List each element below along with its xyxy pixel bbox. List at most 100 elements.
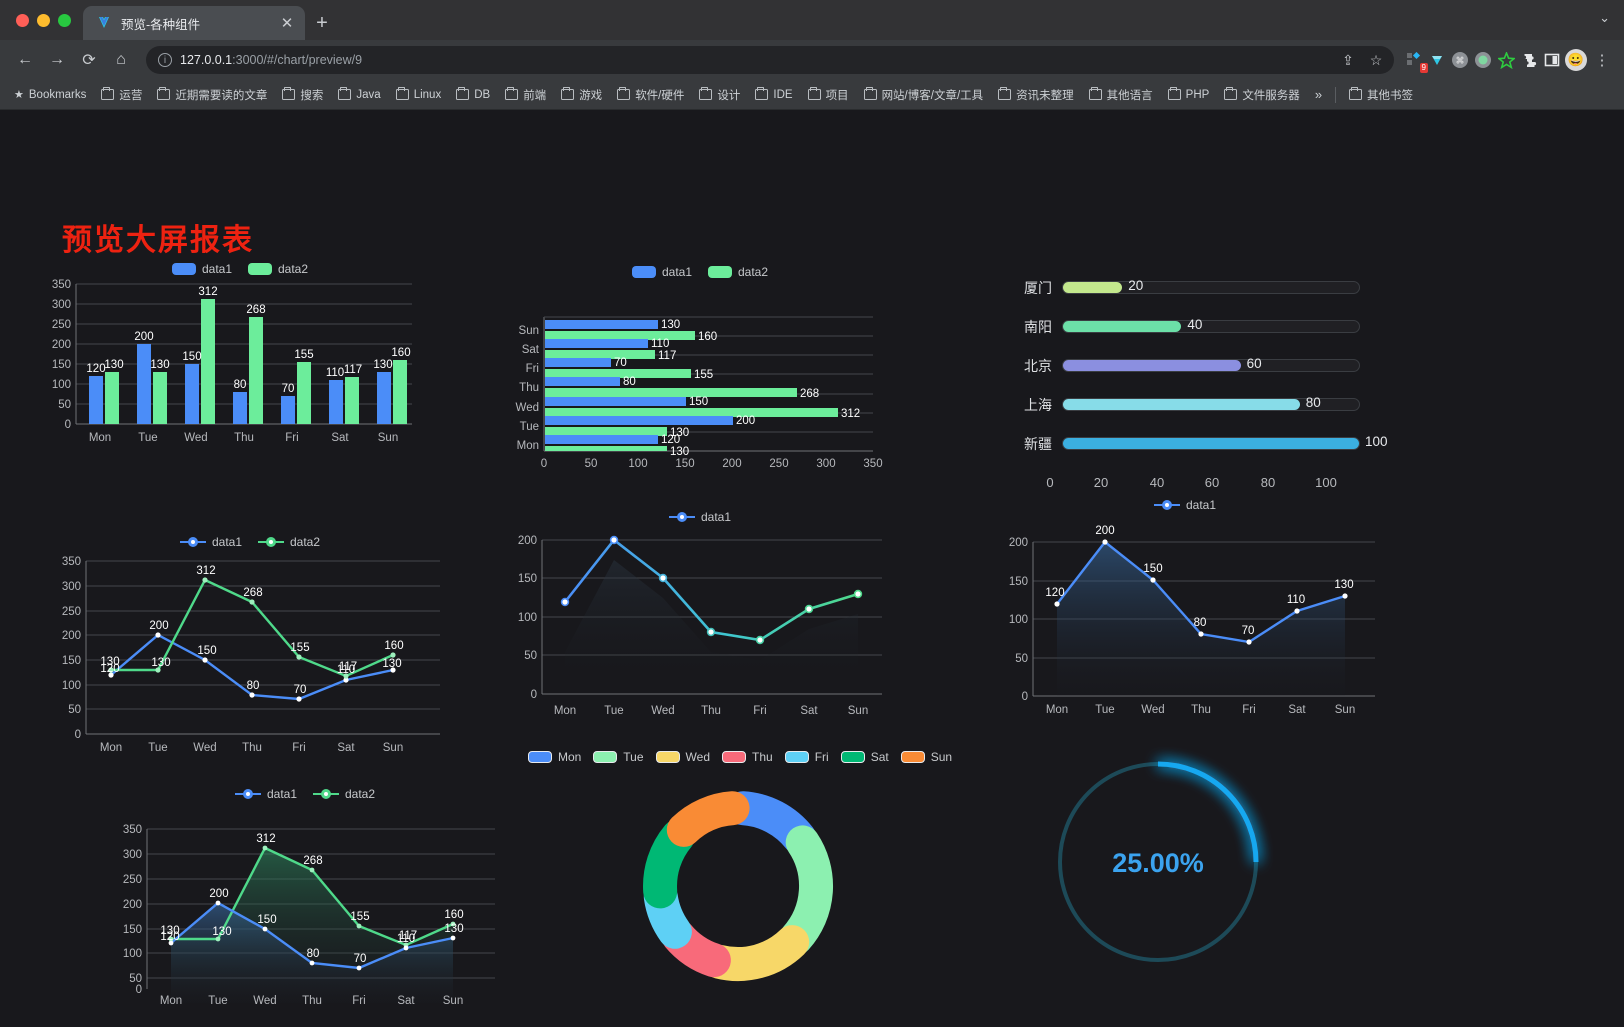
maximize-window-button[interactable] <box>58 13 71 27</box>
legend-item[interactable]: data2 <box>313 787 375 801</box>
data-point[interactable] <box>1198 631 1204 637</box>
data-point[interactable] <box>1054 601 1060 607</box>
legend-item[interactable]: data1 <box>631 265 692 279</box>
bar-data2[interactable] <box>297 362 311 424</box>
data-point[interactable] <box>1150 577 1156 583</box>
puzzle-grid-icon[interactable]: 9 <box>1404 50 1428 73</box>
bookmark-folder[interactable]: IDE <box>749 86 798 104</box>
progress-track[interactable]: 20 <box>1062 278 1360 294</box>
home-button[interactable]: ⌂ <box>116 51 126 68</box>
bar-data2[interactable] <box>545 388 797 397</box>
bar-data2[interactable] <box>545 427 667 436</box>
bookmark-star-icon[interactable]: ☆ <box>1369 51 1383 68</box>
bookmark-folder[interactable]: 其他语言 <box>1083 84 1159 106</box>
legend-item[interactable]: data2 <box>258 535 320 549</box>
data-point[interactable] <box>296 654 302 660</box>
donut-slice-sun[interactable] <box>666 791 750 847</box>
legend-item[interactable]: Tue <box>593 750 644 764</box>
bar-data2[interactable] <box>545 408 838 417</box>
data-point[interactable] <box>390 667 396 673</box>
data-point[interactable] <box>755 635 765 645</box>
bar-data1[interactable] <box>545 377 620 386</box>
share-icon[interactable]: ⇪ <box>1342 51 1354 68</box>
minimize-window-button[interactable] <box>37 13 50 27</box>
legend-item[interactable]: data2 <box>248 262 308 276</box>
data-point[interactable] <box>356 923 362 929</box>
puzzle-piece-icon[interactable] <box>1519 50 1539 70</box>
green-circle-icon[interactable] <box>1473 50 1493 70</box>
data-point[interactable] <box>262 926 268 932</box>
back-button[interactable]: ← <box>17 51 33 68</box>
data-point[interactable] <box>450 935 456 941</box>
bar-data1[interactable] <box>185 364 199 424</box>
close-window-button[interactable] <box>16 13 29 27</box>
bar-data1[interactable] <box>545 358 611 367</box>
data-point[interactable] <box>658 573 668 583</box>
bookmark-folder[interactable]: 设计 <box>693 84 746 106</box>
progress-track[interactable]: 100 <box>1062 434 1388 450</box>
bar-data1[interactable] <box>545 339 648 348</box>
data-point[interactable] <box>560 597 570 607</box>
data-point[interactable] <box>309 960 315 966</box>
data-point[interactable] <box>390 652 396 658</box>
bar-data2[interactable] <box>249 317 263 424</box>
bookmark-folder[interactable]: Java <box>332 86 386 104</box>
data-point[interactable] <box>262 845 268 851</box>
bookmark-folder[interactable]: 文件服务器 <box>1218 84 1306 106</box>
bar-data2[interactable] <box>345 377 359 424</box>
bookmark-folder[interactable]: 运营 <box>95 84 148 106</box>
progress-track[interactable]: 60 <box>1062 356 1360 372</box>
data-point[interactable] <box>296 696 302 702</box>
browser-tab[interactable]: 预览-各种组件 ✕ <box>83 6 305 40</box>
command-circle-icon[interactable]: ⌘ <box>1450 50 1470 70</box>
data-point[interactable] <box>403 945 409 951</box>
data-point[interactable] <box>202 657 208 663</box>
bookmark-folder[interactable]: 资讯未整理 <box>992 84 1080 106</box>
data-point[interactable] <box>356 965 362 971</box>
close-tab-button[interactable]: ✕ <box>280 14 294 32</box>
bar-data2[interactable] <box>545 369 691 378</box>
data-point[interactable] <box>1246 639 1252 645</box>
bookmarks-manager-button[interactable]: ★ Bookmarks <box>8 85 92 104</box>
bar-data1[interactable] <box>545 416 733 425</box>
legend-item[interactable]: Mon <box>527 750 581 764</box>
bar-data2[interactable] <box>201 299 215 424</box>
legend-item[interactable]: data1 <box>234 787 297 801</box>
browser-menu-icon[interactable]: ⋮ <box>1594 52 1610 69</box>
bookmark-folder[interactable]: 前端 <box>499 84 552 106</box>
green-star-icon[interactable] <box>1496 50 1516 70</box>
data-point[interactable] <box>1342 593 1348 599</box>
data-point[interactable] <box>108 667 114 673</box>
bar-data1[interactable] <box>377 372 391 424</box>
data-point[interactable] <box>215 900 221 906</box>
donut-slice-tue[interactable] <box>779 825 834 956</box>
legend-item[interactable]: Thu <box>722 750 773 764</box>
bookmarks-overflow-button[interactable]: » <box>1314 87 1323 102</box>
data-point[interactable] <box>249 599 255 605</box>
sidepanel-icon[interactable] <box>1542 50 1562 70</box>
bookmark-folder[interactable]: Linux <box>390 86 448 104</box>
site-info-icon[interactable]: i <box>158 53 172 67</box>
legend-item[interactable]: data1 <box>668 510 731 524</box>
bookmark-folder[interactable]: 网站/博客/文章/工具 <box>858 84 990 106</box>
avatar[interactable]: 😀 <box>1565 49 1587 71</box>
bookmark-folder[interactable]: 项目 <box>802 84 855 106</box>
bookmark-folder[interactable]: PHP <box>1162 86 1216 104</box>
data-point[interactable] <box>343 677 349 683</box>
bar-data1[interactable] <box>545 320 658 329</box>
legend-item[interactable]: Fri <box>784 750 829 764</box>
data-point[interactable] <box>450 921 456 927</box>
bar-data1[interactable] <box>545 397 686 406</box>
address-bar[interactable]: i 127.0.0.1:3000/#/chart/preview/9 ⇪ ☆ <box>146 46 1394 74</box>
other-bookmarks-folder[interactable]: 其他书签 <box>1343 84 1419 106</box>
bookmark-folder[interactable]: 软件/硬件 <box>611 84 690 106</box>
bar-data1[interactable] <box>137 344 151 424</box>
data-point[interactable] <box>706 627 716 637</box>
legend-item[interactable]: data2 <box>708 265 768 279</box>
bar-data1[interactable] <box>281 396 295 424</box>
bar-data2[interactable] <box>545 331 695 340</box>
diamond-icon[interactable] <box>1427 50 1447 70</box>
legend-item[interactable]: data1 <box>179 535 242 549</box>
bookmark-folder[interactable]: 近期需要读的文章 <box>151 84 273 106</box>
data-point[interactable] <box>155 667 161 673</box>
